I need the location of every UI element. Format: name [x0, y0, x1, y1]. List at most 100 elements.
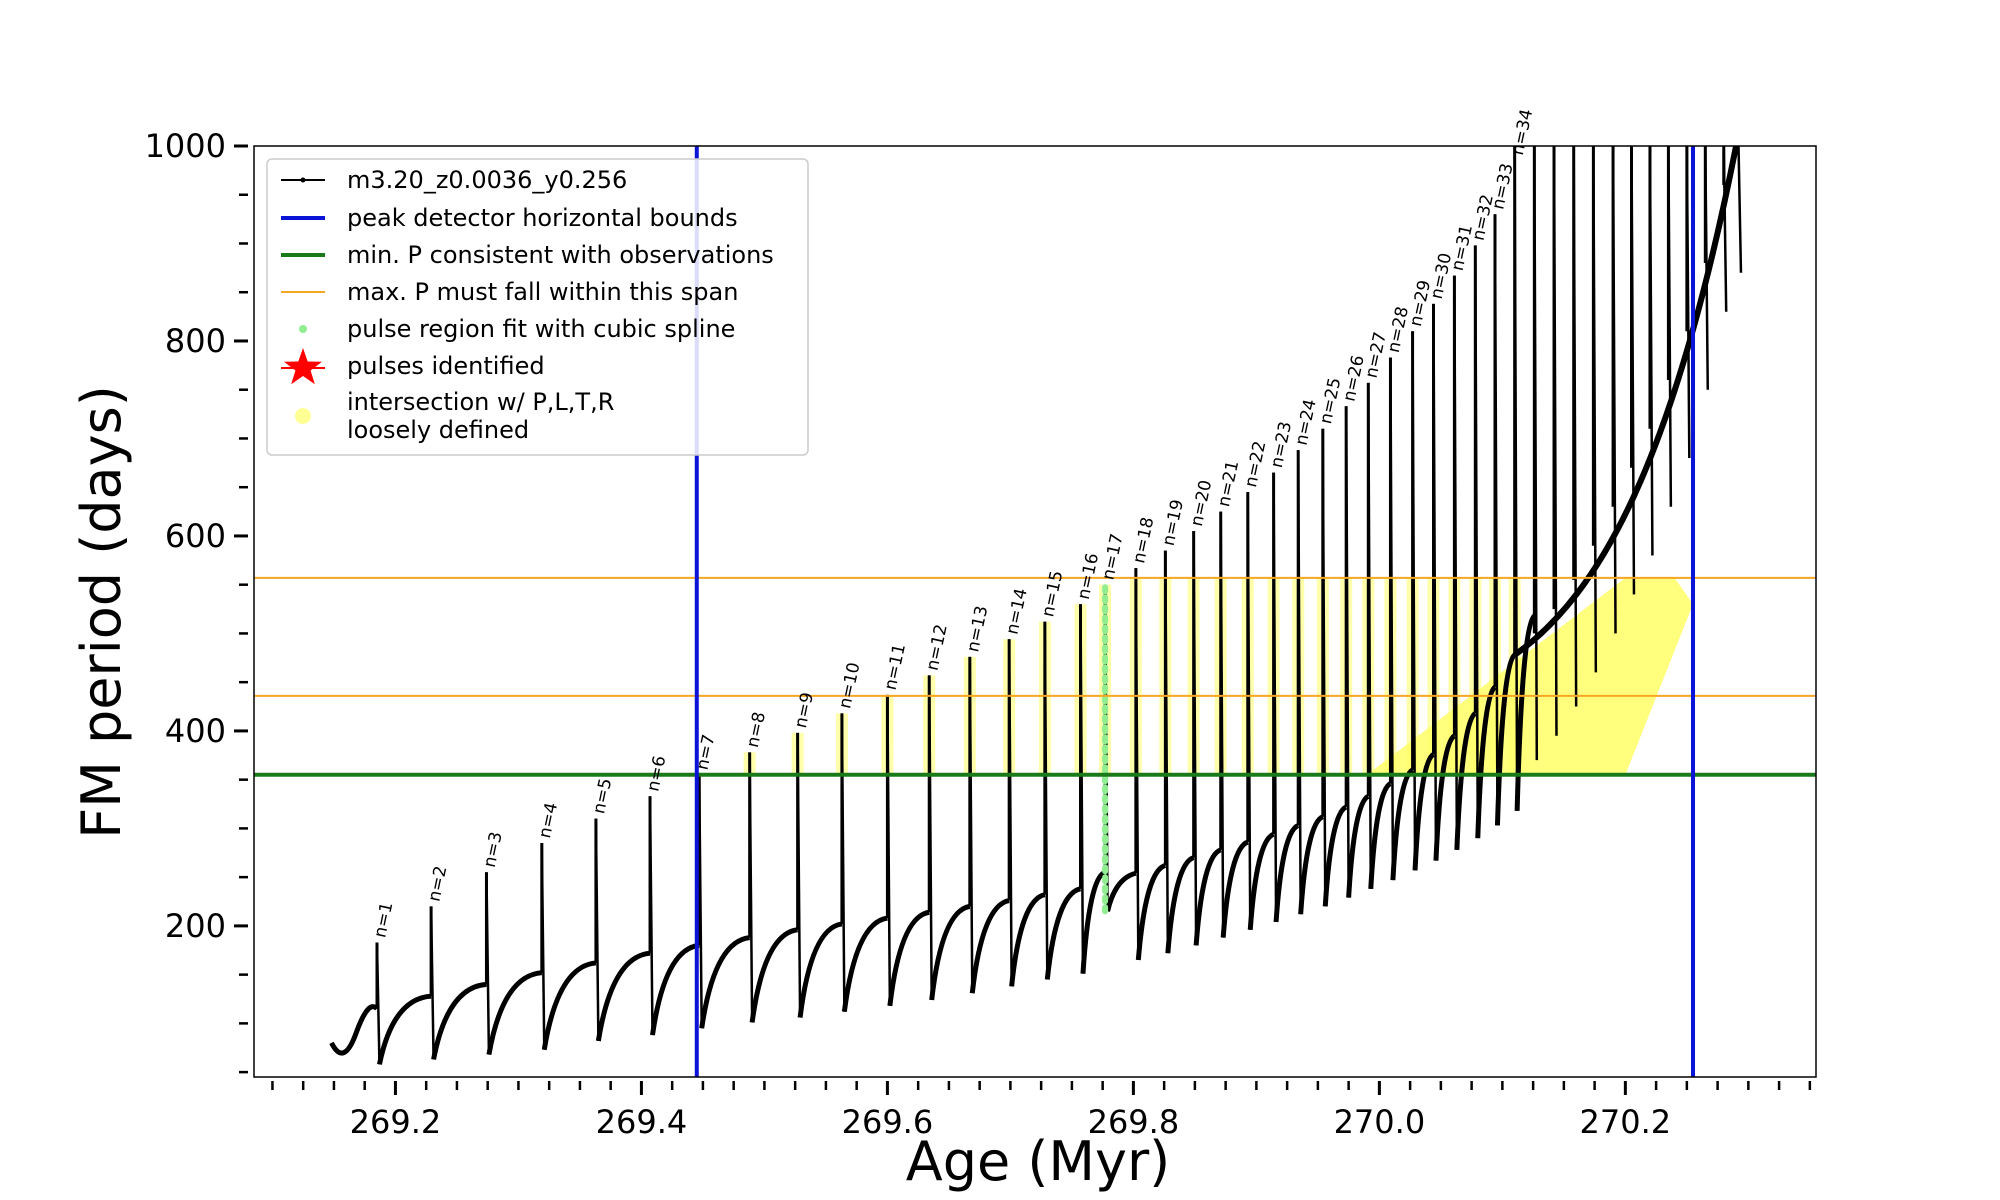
pulse-drop: [796, 732, 802, 1018]
pulse-label: n=19: [1159, 498, 1188, 548]
pulse-drop: [485, 872, 491, 1055]
interpulse-curve: [1368, 781, 1392, 889]
pulse-drop: [1007, 639, 1013, 987]
legend-box: [266, 158, 809, 456]
pulse-drop: [1321, 428, 1327, 907]
pulse-drop: [1164, 550, 1170, 954]
pulse-drop: [697, 774, 703, 1029]
y-tick-label: 1000: [145, 127, 226, 165]
interpulse-curve: [1412, 752, 1436, 871]
interpulse-curve: [1220, 839, 1249, 938]
pulse-label: n=17: [1098, 532, 1127, 582]
pulse-drop: [1389, 357, 1395, 881]
intersection-wedge: [1367, 577, 1694, 775]
interpulse-curve: [1247, 831, 1275, 930]
interpulse-curve: [929, 903, 971, 1001]
y-axis-title: FM period (days): [70, 385, 133, 839]
pulse-drop: [1493, 214, 1499, 826]
interpulse-curve: [1044, 886, 1082, 980]
interpulse-curve: [1322, 804, 1348, 907]
pulse-label: n=4: [535, 801, 562, 840]
legend-label: pulse region fit with cubic spline: [347, 315, 735, 343]
pulse-label: n=12: [923, 623, 952, 673]
pulse-drop: [1246, 492, 1252, 930]
pulse-label: n=1: [370, 900, 397, 939]
pulse-drop: [1474, 245, 1480, 839]
legend-label: loosely defined: [347, 416, 529, 444]
interpulse-curve: [1390, 767, 1415, 881]
interpulse-curve: [749, 927, 799, 1023]
interpulse-curve: [797, 921, 843, 1018]
pulse-drop: [968, 656, 974, 994]
interpulse-curve: [699, 935, 751, 1029]
pulse-drop: [840, 713, 846, 1012]
pulse-drop: [1411, 331, 1417, 871]
pulse-drop: [429, 906, 435, 1060]
pulse-label: n=25: [1316, 376, 1345, 426]
pulse-drop: [1272, 472, 1278, 923]
interpulse-curve: [1475, 685, 1497, 839]
pulse-label: n=6: [643, 754, 670, 793]
interpulse-curve: [1009, 892, 1046, 987]
legend-label: intersection w/ P,L,T,R: [347, 388, 614, 416]
x-tick-label: 269.6: [842, 1103, 934, 1141]
pulse-drop: [1572, 146, 1578, 707]
pulse-drop: [1722, 146, 1728, 312]
envelope-curve: [1512, 146, 1740, 658]
x-axis-title: Age (Myr): [906, 1130, 1171, 1193]
pulse-label: n=11: [881, 642, 910, 692]
y-tick-label: 400: [165, 712, 226, 750]
pulse-drop: [1648, 146, 1654, 556]
legend-label: pulses identified: [347, 352, 545, 380]
legend-label: peak detector horizontal bounds: [347, 204, 738, 232]
pulse-drop: [1667, 146, 1673, 507]
pulse-drop: [1737, 146, 1743, 273]
pulse-drop: [540, 843, 546, 1050]
pulse-drop: [1043, 621, 1049, 980]
plot-frame: [253, 145, 1817, 1078]
pulse-drop: [1219, 511, 1225, 938]
legend-swatch-pulses-star: [284, 348, 322, 385]
interpulse-curve: [1454, 711, 1478, 850]
legend-label: max. P must fall within this span: [347, 278, 738, 306]
interpulse-curve: [1135, 863, 1167, 961]
interpulse-curve: [1105, 870, 1137, 912]
pulse-drop: [1432, 303, 1438, 861]
x-tick-label: 270.0: [1334, 1103, 1426, 1141]
x-tick-label: 269.8: [1088, 1103, 1180, 1141]
interpulse-curve: [841, 915, 888, 1012]
interpulse-curve: [1273, 823, 1300, 923]
pulse-label: n=14: [1002, 587, 1031, 637]
legend-swatch-model-dot: [300, 177, 306, 183]
pulse-label: n=5: [589, 776, 616, 815]
pulse-label: n=8: [743, 710, 770, 749]
pulse-drop: [1513, 146, 1519, 811]
pulse-drop: [1079, 604, 1085, 974]
y-tick-label: 600: [165, 517, 226, 555]
interpulse-curve: [969, 898, 1010, 994]
pulse-label: n=18: [1129, 515, 1158, 565]
pulse-drop: [1296, 450, 1302, 915]
interpulse-curve: [1433, 733, 1457, 861]
interpulse-curve: [1346, 793, 1370, 898]
interpulse-curve: [1494, 652, 1517, 826]
pulse-drop: [927, 675, 933, 1000]
pulse-label: n=21: [1214, 459, 1243, 509]
interpulse-curve: [650, 942, 700, 1036]
pulse-drop: [1592, 146, 1598, 673]
pulse-label: n=20: [1187, 478, 1216, 528]
x-tick-label: 269.2: [350, 1103, 442, 1141]
interpulse-curve: [887, 909, 930, 1007]
pulse-label: n=2: [424, 864, 451, 903]
pulse-label: n=3: [480, 830, 507, 869]
pulse-drop: [648, 796, 654, 1036]
pulse-drop: [1685, 146, 1691, 458]
interpulse-curve: [377, 993, 432, 1065]
pulse-label: n=10: [835, 661, 864, 711]
interpulse-curve: [1193, 847, 1222, 946]
pulse-drop: [1192, 531, 1198, 946]
x-tick-label: 270.2: [1580, 1103, 1672, 1141]
pulse-label: n=23: [1267, 420, 1296, 470]
